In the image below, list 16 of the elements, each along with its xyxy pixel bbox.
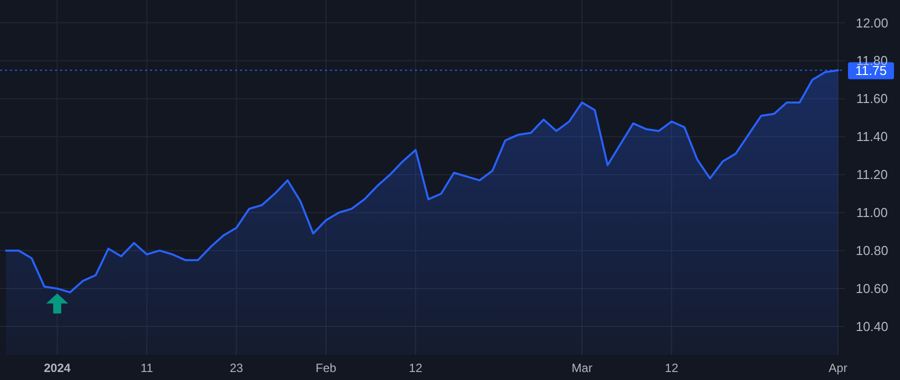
x-tick-label: 12 [408,361,423,375]
x-tick-label: 12 [664,361,679,375]
x-tick-label: Apr [828,361,848,375]
x-tick-label: Mar [572,361,592,375]
y-tick-label: 12.00 [856,15,888,30]
y-tick-label: 11.20 [856,167,888,182]
y-tick-label: 10.60 [856,281,888,296]
y-tick-label: 10.80 [856,243,888,258]
x-tick-label: Feb [316,361,337,375]
y-tick-label: 11.00 [856,205,888,220]
y-tick-label: 11.60 [856,91,888,106]
y-tick-label: 11.40 [856,129,888,144]
y-tick-label: 10.40 [856,319,888,334]
x-tick-label: 11 [140,361,154,375]
x-tick-label: 23 [230,361,244,375]
x-tick-label: 2024 [44,361,71,375]
